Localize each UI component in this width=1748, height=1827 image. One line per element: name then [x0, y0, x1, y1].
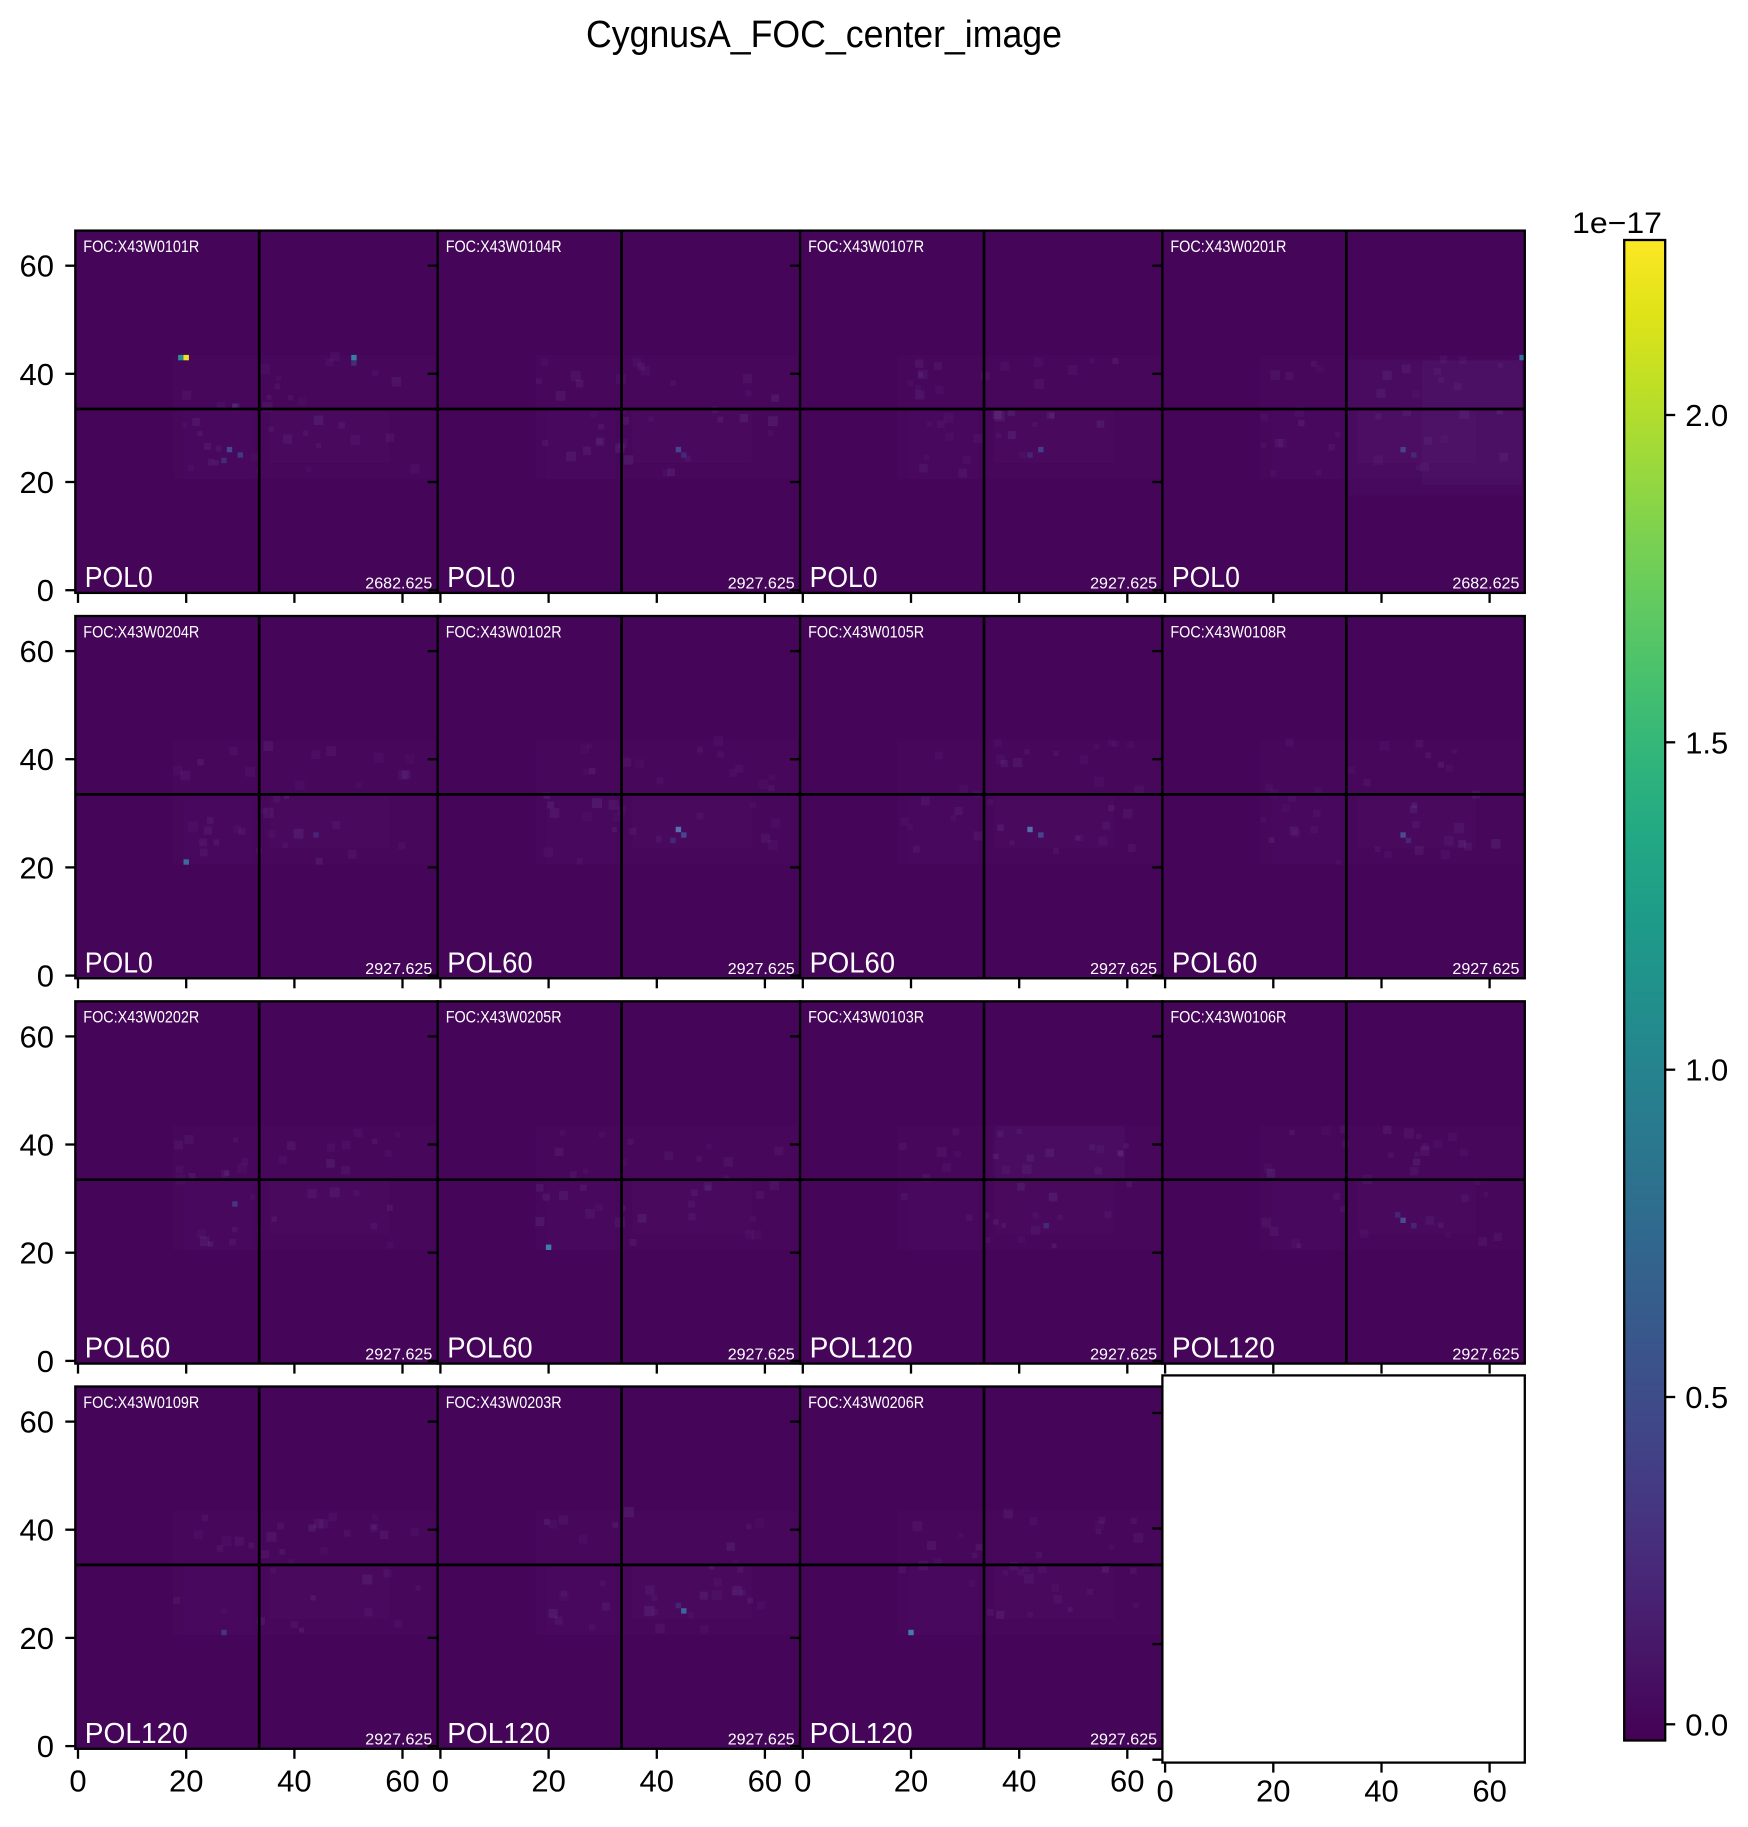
- svg-text:CygnusA_FOC_center_image: CygnusA_FOC_center_image: [586, 14, 1062, 56]
- svg-text:20: 20: [20, 1236, 54, 1271]
- svg-text:POL120: POL120: [1172, 1333, 1275, 1365]
- svg-text:FOC:X43W0105R: FOC:X43W0105R: [808, 622, 924, 641]
- svg-text:FOC:X43W0101R: FOC:X43W0101R: [83, 237, 199, 256]
- svg-text:2.0: 2.0: [1685, 398, 1728, 433]
- svg-text:40: 40: [20, 1128, 54, 1163]
- svg-text:POL120: POL120: [810, 1333, 913, 1365]
- svg-text:FOC:X43W0103R: FOC:X43W0103R: [808, 1008, 924, 1027]
- svg-text:POL0: POL0: [85, 947, 153, 979]
- svg-text:2927.625: 2927.625: [728, 1732, 795, 1749]
- svg-text:FOC:X43W0107R: FOC:X43W0107R: [808, 237, 924, 256]
- svg-text:0: 0: [794, 1764, 811, 1799]
- svg-text:40: 40: [20, 1513, 54, 1548]
- svg-text:40: 40: [1364, 1774, 1398, 1809]
- svg-text:20: 20: [1256, 1774, 1290, 1809]
- svg-text:2927.625: 2927.625: [1452, 961, 1519, 978]
- svg-text:POL120: POL120: [447, 1718, 550, 1750]
- svg-text:0.5: 0.5: [1685, 1380, 1728, 1415]
- svg-text:20: 20: [894, 1764, 928, 1799]
- svg-text:POL0: POL0: [1172, 562, 1240, 594]
- svg-text:60: 60: [385, 1764, 419, 1799]
- svg-text:40: 40: [277, 1764, 311, 1799]
- svg-text:POL60: POL60: [810, 947, 896, 979]
- svg-text:POL0: POL0: [810, 562, 878, 594]
- svg-text:2927.625: 2927.625: [1452, 1346, 1519, 1363]
- svg-text:40: 40: [20, 742, 54, 777]
- svg-text:0.0: 0.0: [1685, 1707, 1728, 1742]
- svg-text:POL120: POL120: [85, 1718, 188, 1750]
- svg-text:0: 0: [37, 959, 54, 994]
- svg-text:FOC:X43W0204R: FOC:X43W0204R: [83, 622, 199, 641]
- svg-text:FOC:X43W0201R: FOC:X43W0201R: [1170, 237, 1286, 256]
- svg-text:POL0: POL0: [447, 562, 515, 594]
- svg-text:2927.625: 2927.625: [728, 576, 795, 593]
- svg-text:FOC:X43W0202R: FOC:X43W0202R: [83, 1008, 199, 1027]
- svg-text:1.5: 1.5: [1685, 725, 1728, 760]
- svg-text:FOC:X43W0108R: FOC:X43W0108R: [1170, 622, 1286, 641]
- svg-text:2927.625: 2927.625: [1090, 961, 1157, 978]
- svg-text:FOC:X43W0106R: FOC:X43W0106R: [1170, 1008, 1286, 1027]
- svg-text:FOC:X43W0203R: FOC:X43W0203R: [446, 1393, 562, 1412]
- svg-text:60: 60: [20, 249, 54, 284]
- svg-text:POL60: POL60: [447, 1333, 533, 1365]
- svg-text:60: 60: [748, 1764, 782, 1799]
- svg-text:40: 40: [1002, 1764, 1036, 1799]
- svg-text:2927.625: 2927.625: [365, 961, 432, 978]
- svg-text:40: 40: [640, 1764, 674, 1799]
- svg-text:2927.625: 2927.625: [365, 1732, 432, 1749]
- svg-text:0: 0: [69, 1764, 86, 1799]
- svg-text:0: 0: [37, 1729, 54, 1764]
- svg-text:1.0: 1.0: [1685, 1053, 1728, 1088]
- svg-text:20: 20: [169, 1764, 203, 1799]
- svg-text:0: 0: [37, 573, 54, 608]
- svg-text:2927.625: 2927.625: [728, 1346, 795, 1363]
- svg-text:FOC:X43W0205R: FOC:X43W0205R: [446, 1008, 562, 1027]
- svg-text:FOC:X43W0109R: FOC:X43W0109R: [83, 1393, 199, 1412]
- svg-text:60: 60: [20, 634, 54, 669]
- svg-text:20: 20: [20, 850, 54, 885]
- svg-text:2927.625: 2927.625: [728, 961, 795, 978]
- svg-text:FOC:X43W0206R: FOC:X43W0206R: [808, 1393, 924, 1412]
- svg-text:POL120: POL120: [810, 1718, 913, 1750]
- svg-text:60: 60: [1472, 1774, 1506, 1809]
- svg-text:2927.625: 2927.625: [1090, 1346, 1157, 1363]
- svg-text:2927.625: 2927.625: [1090, 576, 1157, 593]
- svg-text:POL60: POL60: [447, 947, 533, 979]
- svg-text:20: 20: [20, 1621, 54, 1656]
- svg-text:40: 40: [20, 357, 54, 392]
- svg-text:60: 60: [20, 1405, 54, 1440]
- svg-text:2927.625: 2927.625: [1090, 1732, 1157, 1749]
- svg-text:FOC:X43W0102R: FOC:X43W0102R: [446, 622, 562, 641]
- svg-text:FOC:X43W0104R: FOC:X43W0104R: [446, 237, 562, 256]
- svg-text:0: 0: [1156, 1774, 1173, 1809]
- svg-text:0: 0: [432, 1764, 449, 1799]
- svg-text:20: 20: [531, 1764, 565, 1799]
- svg-text:60: 60: [20, 1019, 54, 1054]
- svg-text:60: 60: [1110, 1764, 1144, 1799]
- svg-text:0: 0: [37, 1344, 54, 1379]
- svg-text:POL60: POL60: [1172, 947, 1258, 979]
- svg-text:20: 20: [20, 465, 54, 500]
- svg-text:POL0: POL0: [85, 562, 153, 594]
- svg-text:1e−17: 1e−17: [1572, 207, 1662, 240]
- svg-text:2927.625: 2927.625: [365, 1346, 432, 1363]
- svg-text:POL60: POL60: [85, 1333, 171, 1365]
- svg-text:2682.625: 2682.625: [365, 576, 432, 593]
- svg-text:2682.625: 2682.625: [1452, 576, 1519, 593]
